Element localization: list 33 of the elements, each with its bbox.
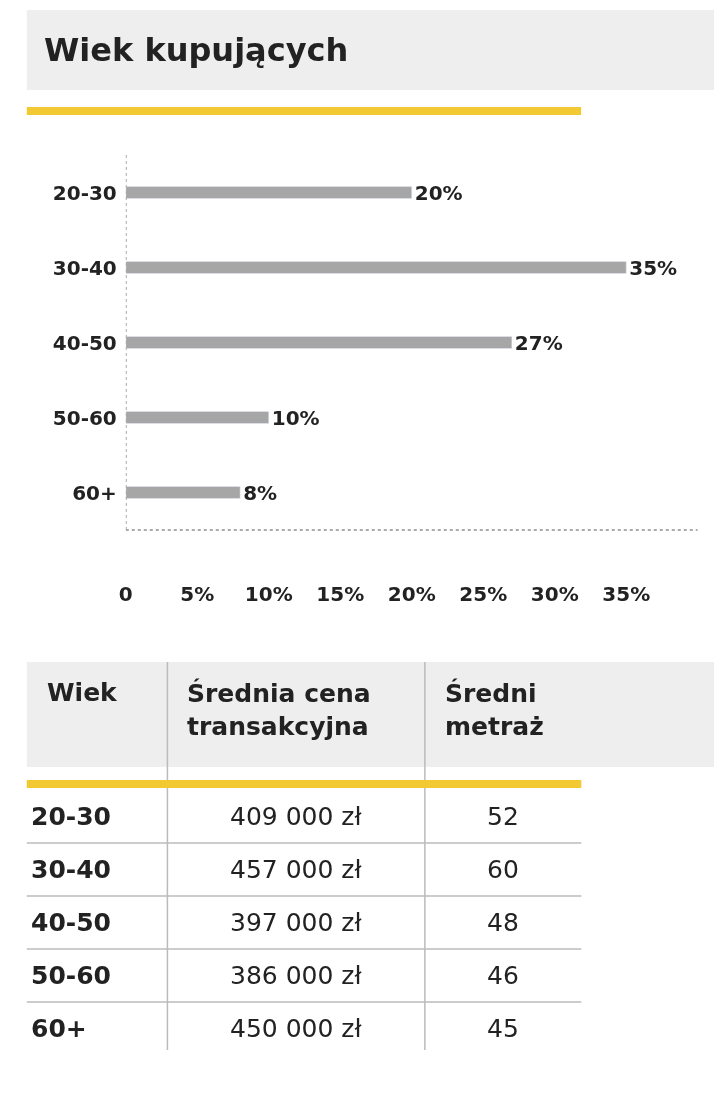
y-tick-label: 60+	[72, 480, 117, 505]
data-label: 45	[487, 1014, 519, 1043]
data-label: 386 000 zł	[230, 961, 363, 990]
data-label: 409 000 zł	[230, 802, 363, 831]
data-label: 8%	[243, 480, 278, 505]
data-label: 450 000 zł	[230, 1014, 363, 1043]
x-tick-label: 25%	[459, 582, 508, 606]
data-label: 48	[487, 908, 519, 937]
data-label: 46	[487, 961, 519, 990]
data-label: 20%	[414, 180, 463, 205]
data-label: 35%	[629, 255, 678, 280]
x-tick-label: 35%	[602, 582, 651, 606]
x-tick-label: 10%	[244, 582, 293, 606]
data-label: 457 000 zł	[230, 855, 363, 884]
data-label: 397 000 zł	[230, 908, 363, 937]
y-tick-label: 50-60	[52, 405, 117, 430]
y-tick-label: 30-40	[52, 255, 117, 280]
y-tick-label: 20-30	[52, 180, 117, 205]
data-label: 60	[487, 855, 519, 884]
category-label: 60+	[31, 1014, 87, 1043]
y-tick-label: 40-50	[52, 330, 117, 355]
text: Średni metraż	[445, 678, 544, 741]
data-label: 27%	[514, 330, 563, 355]
x-tick-label: 30%	[530, 582, 579, 606]
chart-title: Wiek kupujących	[44, 31, 349, 69]
text: Średnia cena transakcyjna	[187, 678, 371, 741]
x-tick-label: 20%	[387, 582, 436, 606]
x-tick-label: 15%	[316, 582, 365, 606]
data-label: 52	[487, 802, 519, 831]
data-label: 10%	[271, 405, 320, 430]
x-tick-label: 5%	[180, 582, 215, 606]
x-tick-label: 0	[118, 582, 133, 606]
text: Wiek	[47, 678, 119, 707]
